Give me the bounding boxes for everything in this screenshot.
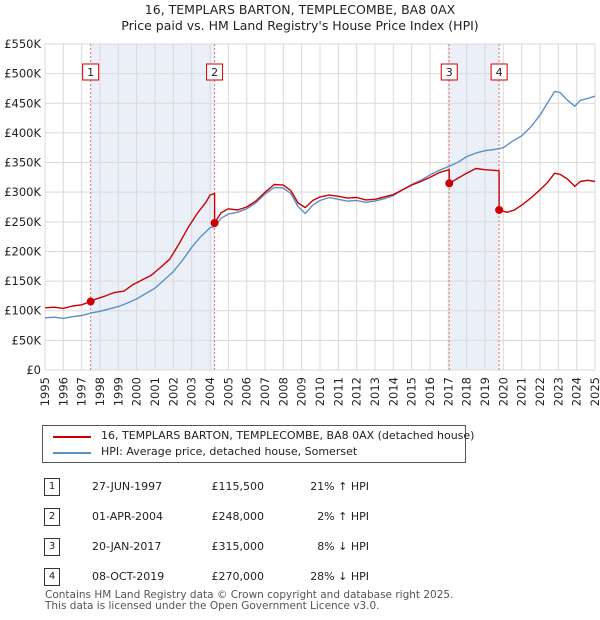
x-tick-label: 2004	[203, 377, 217, 406]
sale-number-label: 3	[446, 66, 453, 79]
ownership-shading	[90, 44, 215, 370]
sale-date: 08-OCT-2019	[92, 570, 165, 583]
sale-row: 2 01-APR-2004 £248,000 2% ↑ HPI	[42, 508, 562, 526]
x-tick-label: 2007	[258, 377, 272, 406]
y-tick-label: £450K	[4, 96, 41, 110]
sale-hpi-diff: 2% ↑ HPI	[317, 510, 369, 523]
sale-marker	[86, 297, 95, 306]
x-tick-label: 2006	[240, 377, 254, 406]
legend-label-property: 16, TEMPLARS BARTON, TEMPLECOMBE, BA8 0A…	[101, 429, 475, 442]
x-tick-label: 2014	[386, 377, 400, 406]
x-tick-label: 2019	[478, 377, 492, 406]
legend-label-hpi: HPI: Average price, detached house, Some…	[101, 445, 358, 458]
sale-date: 27-JUN-1997	[92, 480, 163, 493]
x-tick-label: 2022	[533, 377, 547, 406]
y-tick-label: £350K	[4, 156, 41, 170]
y-tick-label: £550K	[4, 37, 41, 51]
footer: Contains HM Land Registry data © Crown c…	[45, 590, 453, 612]
sale-row: 3 20-JAN-2017 £315,000 8% ↓ HPI	[42, 538, 562, 556]
x-tick-label: 1998	[93, 377, 107, 406]
sale-number-box	[490, 63, 508, 81]
x-tick-label: 2010	[313, 377, 327, 406]
sale-number-label: 4	[496, 66, 503, 79]
x-tick-label: 2008	[276, 377, 290, 406]
sale-date: 01-APR-2004	[92, 510, 164, 523]
x-tick-label: 1997	[75, 377, 89, 406]
x-tick-label: 2020	[496, 377, 510, 406]
x-tick-label: 2009	[295, 377, 309, 406]
sale-number-badge: 4	[44, 568, 60, 586]
x-tick-label: 1995	[38, 377, 52, 406]
x-tick-label: 2016	[423, 377, 437, 406]
y-tick-label: £150K	[4, 274, 41, 288]
sale-marker	[445, 179, 454, 188]
legend-swatch-property	[53, 436, 91, 438]
y-tick-label: £50K	[12, 333, 42, 347]
sale-row: 4 08-OCT-2019 £270,000 28% ↓ HPI	[42, 568, 562, 586]
x-tick-label: 2005	[221, 377, 235, 406]
x-tick-label: 2021	[515, 377, 529, 406]
y-tick-label: £500K	[4, 67, 41, 81]
y-tick-label: £250K	[4, 215, 41, 229]
sale-date: 20-JAN-2017	[92, 540, 162, 553]
footer-line-copyright: Contains HM Land Registry data © Crown c…	[45, 589, 454, 601]
footer-line-licence: This data is licensed under the Open Gov…	[45, 600, 380, 612]
y-tick-label: £400K	[4, 126, 41, 140]
x-tick-label: 2024	[570, 377, 584, 406]
y-tick-label: £100K	[4, 304, 41, 318]
sale-number-badge: 2	[44, 508, 60, 526]
x-tick-label: 2023	[551, 377, 565, 406]
x-tick-label: 2015	[405, 377, 419, 406]
x-tick-label: 2013	[368, 377, 382, 406]
sale-number-box	[206, 63, 224, 81]
x-tick-label: 2011	[331, 377, 345, 406]
property-price-line	[44, 167, 596, 310]
x-tick-label: 2003	[185, 377, 199, 406]
sale-price: £115,500	[211, 480, 265, 493]
sale-number-box	[440, 63, 458, 81]
x-tick-label: 2018	[460, 377, 474, 406]
x-tick-label: 2001	[148, 377, 162, 406]
sale-number-box	[82, 63, 100, 81]
y-tick-label: £0	[26, 363, 41, 377]
legend-swatch-hpi	[53, 452, 91, 454]
x-tick-label: 1999	[111, 377, 125, 406]
sale-price: £248,000	[211, 510, 265, 523]
x-tick-label: 2002	[166, 377, 180, 406]
chart-legend: 16, TEMPLARS BARTON, TEMPLECOMBE, BA8 0A…	[42, 425, 474, 463]
sale-number-badge: 1	[44, 478, 60, 496]
hpi-line	[44, 90, 596, 320]
sale-number-badge: 3	[44, 538, 60, 556]
sale-hpi-diff: 8% ↓ HPI	[317, 540, 369, 553]
sale-row: 1 27-JUN-1997 £115,500 21% ↑ HPI	[42, 478, 562, 496]
sale-hpi-diff: 21% ↑ HPI	[310, 480, 369, 493]
x-tick-label: 2017	[441, 377, 455, 406]
price-chart: 1 2 3 4 £0 £50K £100K £150K £200K £250K £300K £350…	[4, 37, 600, 406]
x-tick-label: 2012	[350, 377, 364, 406]
y-tick-label: £200K	[4, 244, 41, 258]
chart-title: 16, TEMPLARS BARTON, TEMPLECOMBE, BA8 0A…	[144, 2, 456, 17]
sale-price: £270,000	[211, 570, 265, 583]
sale-price: £315,000	[211, 540, 265, 553]
sale-number-label: 2	[211, 66, 218, 79]
sale-marker	[210, 219, 219, 228]
sale-number-label: 1	[87, 66, 94, 79]
sale-hpi-diff: 28% ↓ HPI	[310, 570, 369, 583]
x-tick-label: 2025	[588, 377, 600, 406]
chart-subtitle: Price paid vs. HM Land Registry's House …	[121, 18, 479, 33]
x-tick-label: 2000	[130, 377, 144, 406]
ownership-shading	[449, 44, 500, 370]
sale-marker	[495, 205, 504, 214]
y-tick-label: £300K	[4, 185, 41, 199]
x-tick-label: 1996	[56, 377, 70, 406]
